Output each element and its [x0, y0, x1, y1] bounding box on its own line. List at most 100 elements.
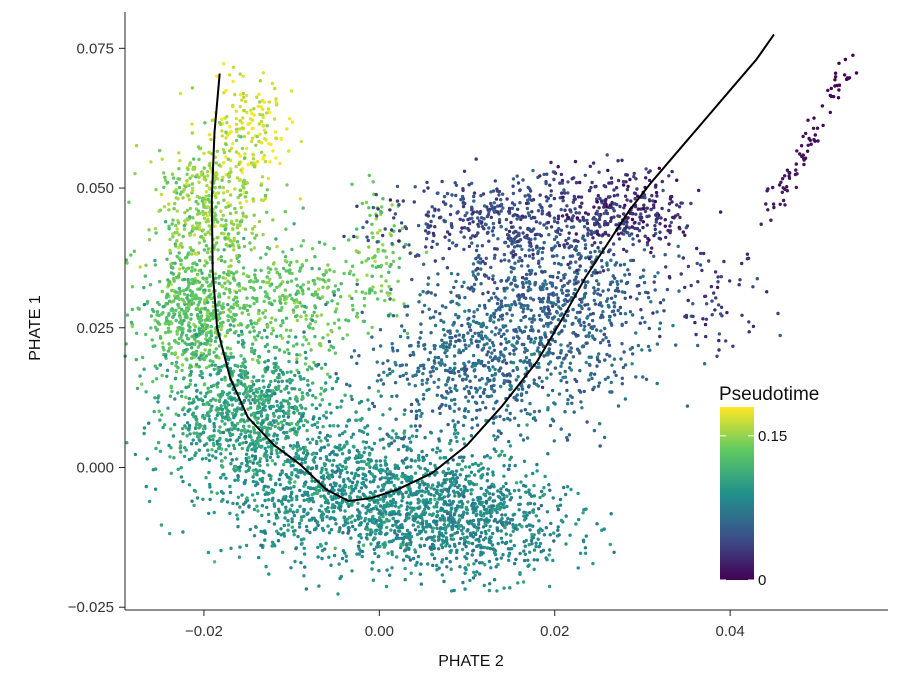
data-point-left-arm-top — [285, 127, 289, 131]
data-point-left-arm-low — [241, 266, 246, 270]
data-point-left-arm-mid — [216, 257, 221, 261]
data-point-right-bottom — [496, 494, 501, 499]
data-point-green-spur — [364, 200, 369, 205]
data-point-right-bottom — [600, 528, 604, 532]
data-point-left-arm-mid — [234, 210, 238, 215]
data-point-left-arm-mid — [227, 264, 231, 269]
data-point-left-base — [205, 341, 209, 345]
data-point-right-bottom — [360, 554, 364, 559]
data-point-left-arm-low — [178, 289, 182, 293]
data-point-left-arm-mid — [209, 269, 213, 273]
data-point-center-bottom — [394, 432, 398, 436]
data-point-left-base — [207, 458, 212, 463]
data-point-left-inner — [351, 308, 355, 312]
data-point-left-arm-mid — [265, 210, 269, 214]
data-point-left-arm-mid — [204, 194, 208, 199]
data-point-left-arm-top — [250, 136, 255, 140]
data-point-center-bottom — [438, 449, 442, 453]
data-point-left-base — [229, 398, 234, 402]
data-point-center-bottom — [327, 531, 332, 535]
data-point-left-inner — [264, 280, 269, 285]
data-point-right-bottom — [415, 513, 419, 518]
data-point-left-base — [208, 419, 212, 423]
data-point-green-spur — [362, 304, 367, 308]
data-point-right-bottom — [459, 487, 463, 492]
data-point-left-arm-top — [251, 153, 256, 157]
data-point-left-arm-low — [170, 321, 174, 326]
data-point-left-arm-low — [249, 319, 253, 323]
data-point-left-inner — [355, 227, 359, 231]
data-point-center-bottom — [360, 549, 365, 554]
data-point-left-arm-mid — [202, 248, 207, 252]
data-point-center-bottom — [233, 478, 237, 482]
data-point-left-base — [194, 395, 199, 399]
data-point-left-arm-low — [227, 288, 232, 292]
data-point-left-inner — [278, 275, 282, 279]
data-point-left-base — [239, 432, 243, 436]
data-point-left-arm-low — [174, 369, 179, 374]
data-point-left-base — [233, 363, 237, 367]
data-point-right-bottom — [407, 546, 411, 551]
data-point-left-inner — [326, 263, 330, 267]
data-point-right-bottom — [564, 514, 568, 518]
data-point-center-bottom — [476, 463, 481, 468]
data-point-center-bottom — [329, 516, 333, 520]
data-point-center-bottom — [382, 446, 386, 450]
data-point-center-bottom — [212, 560, 217, 564]
data-point-right-bottom — [485, 479, 489, 483]
data-point-left-arm-low — [221, 310, 226, 314]
data-point-right-bottom — [441, 481, 445, 485]
data-point-left-base — [304, 356, 308, 360]
data-point-right-bottom — [432, 556, 437, 561]
data-point-left-base — [217, 399, 222, 404]
data-point-left-inner — [263, 309, 268, 313]
data-point-center-bottom — [337, 433, 342, 437]
data-point-left-arm-low — [204, 354, 209, 358]
data-point-left-arm-mid — [243, 195, 247, 199]
data-point-center-bottom — [391, 538, 395, 543]
data-point-center-bottom — [316, 555, 320, 559]
data-point-right-bottom — [428, 501, 433, 505]
data-point-center-bottom — [387, 519, 391, 523]
data-point-left-arm-top — [267, 110, 272, 115]
data-point-left-base — [274, 441, 279, 445]
data-point-right-middle — [359, 399, 364, 404]
data-point-center-bottom — [312, 491, 317, 496]
data-point-right-bottom — [470, 481, 475, 485]
data-point-center-bottom — [395, 474, 399, 478]
data-point-green-spur — [360, 201, 364, 206]
data-point-right-middle — [421, 392, 426, 397]
data-point-right-bottom — [487, 559, 492, 564]
data-point-left-arm-low — [209, 339, 213, 343]
data-point-left-base — [203, 424, 207, 428]
data-point-right-bottom — [502, 493, 506, 497]
data-point-left-inner — [339, 295, 343, 299]
data-point-left-arm-low — [140, 355, 145, 360]
data-point-left-arm-top — [249, 139, 254, 144]
data-point-left-base — [228, 384, 232, 388]
data-point-left-inner — [285, 295, 289, 299]
data-point-left-inner — [332, 269, 336, 274]
data-point-center-bottom — [272, 522, 277, 526]
data-point-right-bottom — [541, 548, 546, 553]
data-point-right-middle — [390, 394, 394, 399]
data-point-left-arm-top — [241, 74, 245, 79]
data-point-center-bottom — [400, 499, 404, 503]
data-point-left-arm-low — [165, 316, 169, 320]
data-point-left-inner — [331, 290, 335, 294]
data-point-left-base — [213, 363, 217, 367]
data-point-center-bottom — [356, 544, 361, 548]
data-point-right-bottom — [462, 510, 466, 514]
data-point-left-arm-low — [196, 345, 200, 349]
data-point-left-inner — [259, 268, 263, 273]
data-point-left-base — [288, 396, 292, 401]
data-point-center-bottom — [340, 489, 345, 493]
data-point-left-base — [292, 444, 296, 448]
data-point-center-bottom — [355, 514, 360, 518]
data-point-left-arm-low — [143, 274, 147, 278]
data-point-right-middle — [471, 262, 476, 266]
data-point-left-base — [257, 401, 261, 405]
data-point-center-bottom — [452, 425, 457, 429]
data-point-center-bottom — [303, 492, 307, 496]
data-point-center-bottom — [358, 532, 362, 537]
